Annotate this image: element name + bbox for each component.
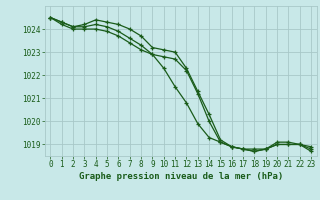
X-axis label: Graphe pression niveau de la mer (hPa): Graphe pression niveau de la mer (hPa) — [79, 172, 283, 181]
